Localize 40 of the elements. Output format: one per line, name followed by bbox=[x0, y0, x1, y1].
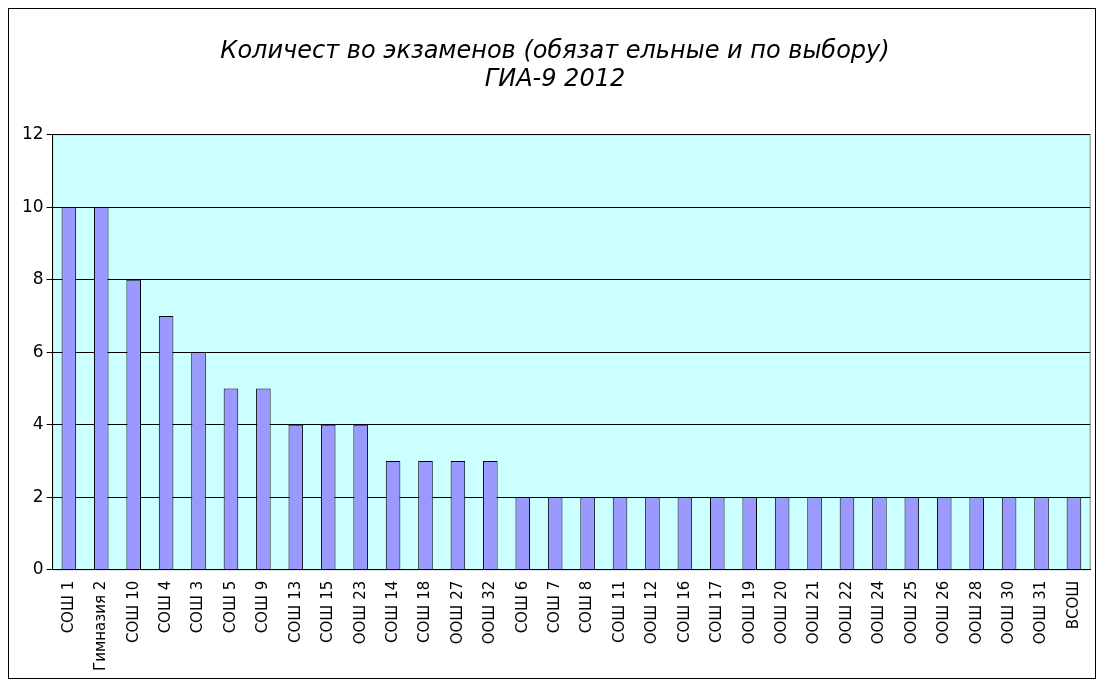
x-tick-label: СОШ 9 bbox=[253, 580, 272, 634]
y-tick-label: 8 bbox=[32, 268, 44, 289]
x-tick-label: ООШ 26 bbox=[934, 580, 953, 645]
x-tick-label: ООШ 22 bbox=[836, 580, 855, 645]
y-tick-label: 12 bbox=[21, 123, 44, 144]
y-tick-label: 4 bbox=[32, 413, 44, 434]
x-tick-label: СОШ 14 bbox=[382, 580, 401, 643]
x-tick-label: СОШ 17 bbox=[707, 580, 726, 643]
y-tick-label: 6 bbox=[32, 340, 44, 361]
y-tick-label: 10 bbox=[21, 195, 44, 216]
x-tick-label: ООШ 27 bbox=[447, 580, 466, 645]
x-tick-label: СОШ 7 bbox=[545, 580, 564, 634]
y-tick-label: 0 bbox=[32, 558, 44, 579]
x-tick-label: СОШ 13 bbox=[285, 580, 304, 643]
x-tick-label: ООШ 32 bbox=[480, 580, 499, 645]
x-tick-label: Гимназия 2 bbox=[91, 580, 110, 672]
x-tick-label: ООШ 23 bbox=[350, 580, 369, 645]
x-tick-label: ООШ 28 bbox=[966, 580, 985, 645]
x-tick-label: СОШ 10 bbox=[123, 580, 142, 643]
x-tick-label: СОШ 18 bbox=[415, 580, 434, 643]
x-tick-label: ООШ 19 bbox=[739, 580, 758, 645]
x-tick-label: ООШ 21 bbox=[804, 580, 823, 645]
x-tick-label: ООШ 20 bbox=[772, 580, 791, 645]
x-tick-label: ООШ 24 bbox=[869, 580, 888, 645]
x-tick-label: СОШ 16 bbox=[674, 580, 693, 643]
x-tick-label: СОШ 8 bbox=[577, 580, 596, 634]
chart-title: Количест во экзаменов (обязат ельные и по выбору) ГИА-9 2012 bbox=[220, 35, 890, 93]
x-tick-label: ООШ 30 bbox=[998, 580, 1017, 645]
x-tick-label: ООШ 31 bbox=[1031, 580, 1050, 645]
x-tick-label: СОШ 5 bbox=[220, 580, 239, 634]
x-tick-label: СОШ 3 bbox=[188, 580, 207, 634]
x-tick-label: ООШ 25 bbox=[901, 580, 920, 645]
y-tick-label: 2 bbox=[32, 485, 44, 506]
x-tick-label: СОШ 11 bbox=[609, 580, 628, 643]
x-tick-label: СОШ 15 bbox=[318, 580, 337, 643]
x-tick-label: ВСОШ bbox=[1063, 580, 1082, 630]
x-tick-label: СОШ 6 bbox=[512, 580, 531, 634]
x-tick-label: СОШ 1 bbox=[58, 580, 77, 634]
x-tick-label: ООШ 12 bbox=[642, 580, 661, 645]
x-tick-label: СОШ 4 bbox=[156, 580, 174, 634]
